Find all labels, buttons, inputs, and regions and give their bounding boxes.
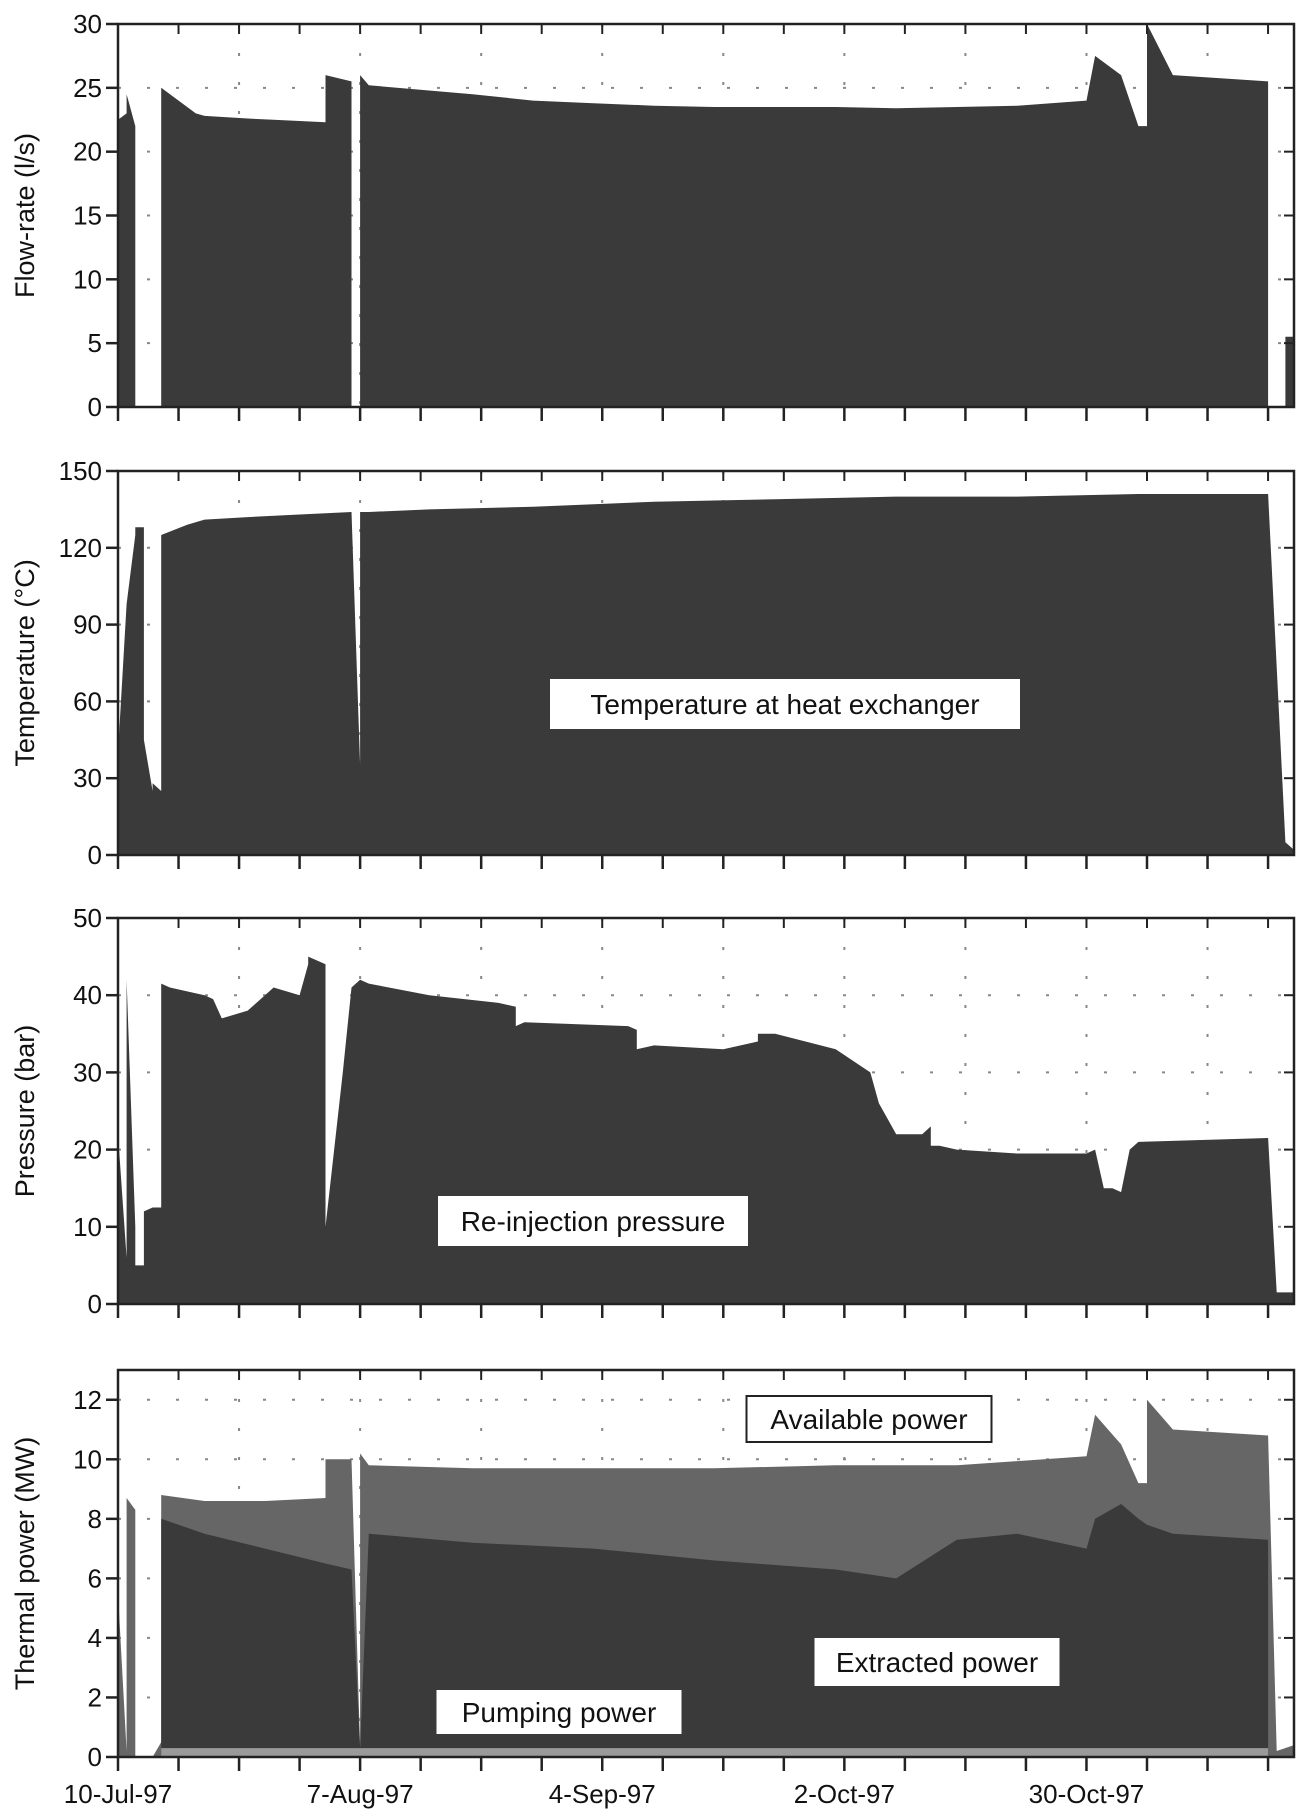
- y-tick-label: 30: [73, 9, 102, 39]
- y-tick-label: 0: [88, 1742, 102, 1772]
- plot-frame: [116, 469, 1296, 857]
- plot-frame: [116, 916, 1296, 1306]
- y-tick-label: 10: [73, 264, 102, 294]
- plot-frame: [116, 1368, 1296, 1759]
- y-axis-title: Thermal power (MW): [10, 1437, 40, 1691]
- annotation-box: [745, 1395, 993, 1443]
- annotation-box: [814, 1638, 1060, 1686]
- y-tick-label: 60: [73, 686, 102, 716]
- y-tick-label: 0: [88, 840, 102, 870]
- data-area: [118, 24, 1294, 407]
- y-tick-label: 50: [73, 903, 102, 933]
- y-tick-label: 8: [88, 1504, 102, 1534]
- y-tick-label: 120: [59, 533, 102, 563]
- annotation-box: [436, 1690, 682, 1734]
- y-tick-label: 25: [73, 73, 102, 103]
- annotation-text: Temperature at heat exchanger: [590, 689, 979, 720]
- y-axis-title: Flow-rate (l/s): [10, 133, 40, 298]
- y-tick-label: 90: [73, 610, 102, 640]
- annotation-label: Re-injection pressure: [438, 1196, 748, 1246]
- y-tick-label: 30: [73, 1057, 102, 1087]
- y-tick-label: 12: [73, 1385, 102, 1415]
- y-axis-title: Pressure (bar): [10, 1025, 40, 1198]
- y-tick-label: 10: [73, 1212, 102, 1242]
- y-tick-label: 4: [88, 1623, 102, 1653]
- x-tick-label: 7-Aug-97: [307, 1779, 414, 1809]
- annotation-text: Available power: [770, 1404, 967, 1435]
- temperature-panel: 0 30 60 90 120 150 Temperature (°C) Temperature…: [10, 456, 1296, 870]
- annotation-label: Available power: [745, 1395, 993, 1443]
- y-tick-label: 20: [73, 137, 102, 167]
- annotation-label: Pumping power: [436, 1690, 682, 1734]
- annotation-label: Temperature at heat exchanger: [550, 679, 1020, 729]
- y-tick-label: 150: [59, 456, 102, 486]
- y-tick-label: 10: [73, 1444, 102, 1474]
- y-tick-label: 20: [73, 1135, 102, 1165]
- data-area: [118, 494, 1294, 855]
- x-tick-label: 10-Jul-97: [64, 1779, 172, 1809]
- y-tick-label: 5: [88, 328, 102, 358]
- y-tick-label: 2: [88, 1682, 102, 1712]
- annotation-text: Pumping power: [462, 1697, 657, 1728]
- pumping-power-area: [161, 1748, 1269, 1757]
- y-tick-label: 0: [88, 1289, 102, 1319]
- annotation-text: Extracted power: [836, 1647, 1038, 1678]
- y-tick-label: 15: [73, 201, 102, 231]
- data-area: [118, 956, 1294, 1304]
- y-tick-label: 30: [73, 763, 102, 793]
- annotation-label: Extracted power: [814, 1638, 1060, 1686]
- annotation-text: Re-injection pressure: [461, 1206, 726, 1237]
- pressure-panel: 0 10 20 30 40 50 Pressure (bar) Re-injection pr…: [10, 903, 1296, 1319]
- flow-rate-panel: 0 5 10 15 20 25 30 Flow-rate (l/s): [10, 9, 1296, 422]
- y-tick-label: 0: [88, 392, 102, 422]
- x-tick-labels: 10-Jul-97 7-Aug-97 4-Sep-97 2-Oct-97 30-Oct-…: [64, 1779, 1144, 1809]
- y-tick-label: 40: [73, 980, 102, 1010]
- x-tick-label: 30-Oct-97: [1029, 1779, 1145, 1809]
- x-tick-label: 4-Sep-97: [549, 1779, 656, 1809]
- thermal-power-panel: 0 2 4 6 8 10 12 Thermal power (MW) Available pow…: [10, 1368, 1296, 1772]
- y-tick-label: 6: [88, 1563, 102, 1593]
- y-axis-title: Temperature (°C): [10, 559, 40, 766]
- annotation-box: [438, 1196, 748, 1246]
- annotation-box: [550, 679, 1020, 729]
- x-tick-label: 2-Oct-97: [794, 1779, 895, 1809]
